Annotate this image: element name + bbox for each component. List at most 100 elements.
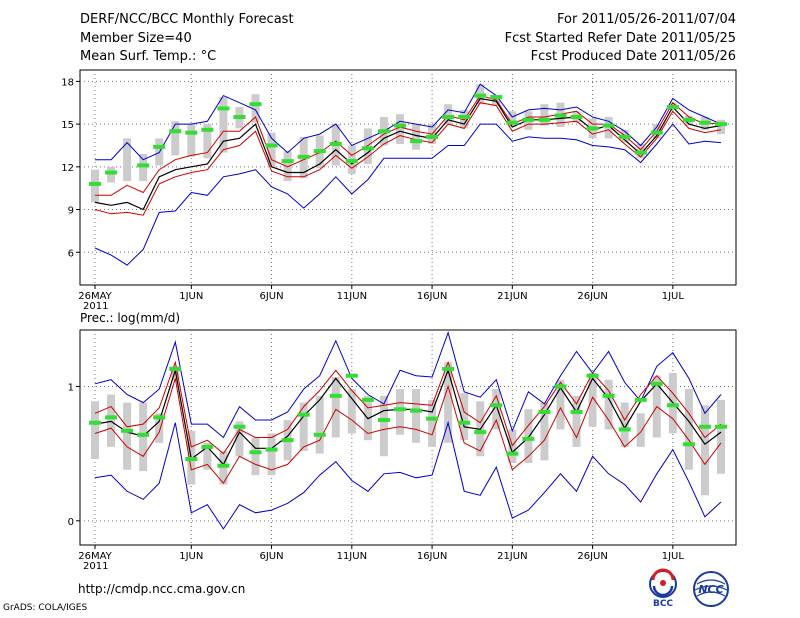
panel1-spread-box — [540, 104, 549, 126]
panel2-median-mark — [538, 409, 551, 414]
panel1-median-mark — [105, 170, 118, 175]
panel1-spread-box — [444, 104, 453, 125]
panel2-median-mark — [297, 412, 310, 417]
panel1-median-mark — [265, 143, 278, 148]
panel1-spread-box — [363, 128, 372, 164]
panel2-median-mark — [329, 393, 342, 398]
ncc-logo: NCC — [693, 571, 729, 607]
panel2-spread-box — [91, 401, 99, 459]
panel1-median-mark — [474, 93, 487, 98]
panel2-spread-box — [395, 389, 404, 435]
panel2-median-mark — [666, 403, 679, 408]
panel2-median-mark — [506, 451, 519, 456]
panel2-median-mark — [153, 415, 166, 420]
panel2-xtick-label: 1JUN — [179, 551, 203, 562]
panel2-spread-box — [251, 437, 260, 476]
panel1-median-mark — [682, 117, 695, 122]
panel1-median-mark — [538, 117, 551, 122]
panel1-median-mark — [570, 114, 583, 119]
panel2-spread-box — [717, 399, 725, 474]
panel1-median-mark — [458, 114, 471, 119]
panel2-median-mark — [393, 407, 406, 412]
panel1-spread-box — [395, 114, 404, 145]
panel1-ytick-label: 18 — [61, 77, 74, 88]
panel2-median-mark — [682, 442, 695, 447]
panel2-spread-box — [412, 389, 421, 443]
panel1-min-line — [94, 123, 722, 266]
panel2-median-mark — [105, 415, 118, 420]
panel2-ytick-label: 0 — [68, 517, 74, 528]
panel2-median-mark — [586, 373, 599, 378]
bcc-logo-text: BCC — [653, 599, 673, 608]
panel1-median-mark — [185, 130, 198, 135]
panel2-spread-box — [219, 450, 228, 485]
bcc-logo: BCC — [649, 568, 677, 608]
panel1-median-mark — [698, 120, 711, 125]
panel2-ytick-label: 1 — [68, 382, 74, 393]
panel1-spread-box — [107, 166, 116, 183]
panel1-xtick-year: 2011 — [83, 301, 108, 312]
panel2-median-mark — [313, 432, 326, 437]
panel2-median-mark — [442, 366, 455, 371]
panel2-median-mark — [201, 444, 214, 449]
panel1-ytick-label: 6 — [68, 248, 74, 259]
panel2-median-mark — [233, 424, 246, 429]
panel1-median-mark — [586, 126, 599, 131]
panel1-median-mark — [506, 120, 519, 125]
panel1-xtick-label: 26MAY — [78, 291, 112, 302]
panel2-median-mark — [89, 420, 101, 425]
panel2-median-mark — [426, 416, 439, 421]
panel2-xtick-label: 26JUN — [577, 551, 607, 562]
produced-date: Fcst Produced Date 2011/05/26 — [530, 49, 736, 64]
panel1-median-mark — [233, 114, 246, 119]
source-url[interactable]: http://cmdp.ncc.cma.gov.cn — [78, 582, 246, 596]
panel2-median-mark — [458, 420, 471, 425]
panel2-spread-box — [123, 402, 132, 470]
panel1-median-mark — [634, 150, 647, 155]
panel2-spread-box — [347, 389, 356, 434]
panel2-median-mark — [121, 428, 134, 433]
panel1-xtick-label: 11JUN — [337, 291, 367, 302]
panel1-xtick-label: 1JUN — [179, 291, 203, 302]
panel1-mean-line — [94, 97, 722, 211]
panel1-median-mark — [715, 122, 727, 127]
panel2-median-mark — [602, 393, 615, 398]
panel1-median-mark — [201, 127, 214, 132]
panel1-spread-box — [412, 124, 421, 150]
panel2-median-mark — [137, 432, 150, 437]
panel2-spread-box — [524, 409, 533, 464]
panel1-median-mark — [313, 149, 326, 154]
panel2-lower-line — [94, 378, 722, 485]
ncc-logo-text: NCC — [698, 583, 723, 596]
panel1-spread-box — [283, 151, 292, 182]
panel2-spread-box — [572, 395, 581, 447]
panel2-xtick-year: 2011 — [83, 561, 108, 572]
panel2-spread-box — [540, 402, 549, 461]
panel1-median-mark — [554, 113, 567, 118]
panel2-median-mark — [698, 424, 711, 429]
panel1-median-mark — [602, 123, 615, 128]
panel1-spread-box — [604, 116, 613, 139]
panel2-median-mark — [169, 366, 182, 371]
panel2-median-mark — [410, 408, 423, 413]
panel2-median-mark — [715, 424, 727, 429]
panel2-spread-box — [155, 413, 164, 443]
panel1-median-mark — [89, 181, 101, 186]
panel1-spread-box — [203, 124, 212, 159]
panel2-spread-box — [684, 389, 693, 470]
panel2-xtick-label: 26MAY — [78, 551, 112, 562]
panel2-spread-box — [315, 395, 324, 454]
panel1-spread-box — [171, 121, 180, 156]
panel1-xtick-label: 26JUN — [577, 291, 607, 302]
panel1-median-mark — [137, 163, 150, 168]
panel2-median-mark — [265, 447, 278, 452]
panel2-spread-box — [604, 379, 613, 430]
panel2-median-mark — [490, 403, 503, 408]
member-size: Member Size=40 — [80, 31, 192, 46]
panel2-spread-box — [444, 362, 453, 443]
panel2-spread-box — [235, 421, 244, 457]
panel1-spread-box — [267, 132, 276, 167]
panel2-median-mark — [185, 457, 198, 461]
panel2-spread-box — [331, 377, 340, 438]
panel1-spread-box — [91, 169, 99, 203]
